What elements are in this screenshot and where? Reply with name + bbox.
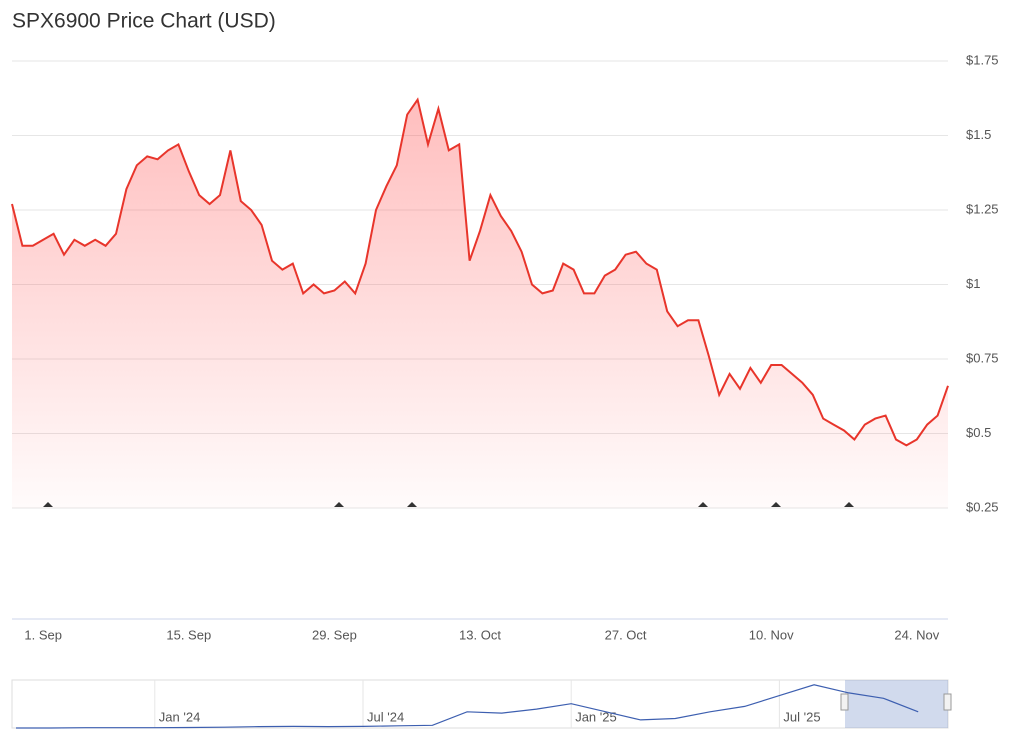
navigator-x-label: Jul '24 [367, 709, 404, 724]
event-flag[interactable] [844, 502, 854, 507]
navigator-line [16, 684, 919, 729]
event-flag[interactable] [698, 502, 708, 507]
navigator-x-label: Jul '25 [783, 709, 820, 724]
y-tick-label: $0.5 [966, 425, 991, 440]
x-tick-label: 27. Oct [605, 627, 647, 642]
chart-title: SPX6900 Price Chart (USD) [12, 10, 276, 33]
event-flag[interactable] [771, 502, 781, 507]
x-tick-label: 10. Nov [749, 627, 794, 642]
event-flag[interactable] [43, 502, 53, 507]
x-tick-label: 1. Sep [24, 627, 62, 642]
y-tick-label: $1.5 [966, 127, 991, 142]
y-tick-label: $0.75 [966, 350, 999, 365]
x-tick-label: 29. Sep [312, 627, 357, 642]
event-flag[interactable] [334, 502, 344, 507]
y-tick-label: $0.25 [966, 499, 999, 514]
event-flag[interactable] [407, 502, 417, 507]
navigator-handle[interactable] [943, 693, 952, 711]
area [12, 99, 948, 508]
y-tick-label: $1 [966, 276, 980, 291]
x-tick-label: 13. Oct [459, 627, 501, 642]
y-tick-label: $1.75 [966, 52, 999, 67]
y-tick-label: $1.25 [966, 201, 999, 216]
navigator-x-label: Jan '24 [159, 709, 201, 724]
navigator-handle[interactable] [840, 693, 849, 711]
line [11, 97, 949, 447]
x-tick-label: 24. Nov [894, 627, 939, 642]
navigator-x-label: Jan '25 [575, 709, 617, 724]
event-flags [43, 502, 854, 507]
x-tick-label: 15. Sep [166, 627, 211, 642]
